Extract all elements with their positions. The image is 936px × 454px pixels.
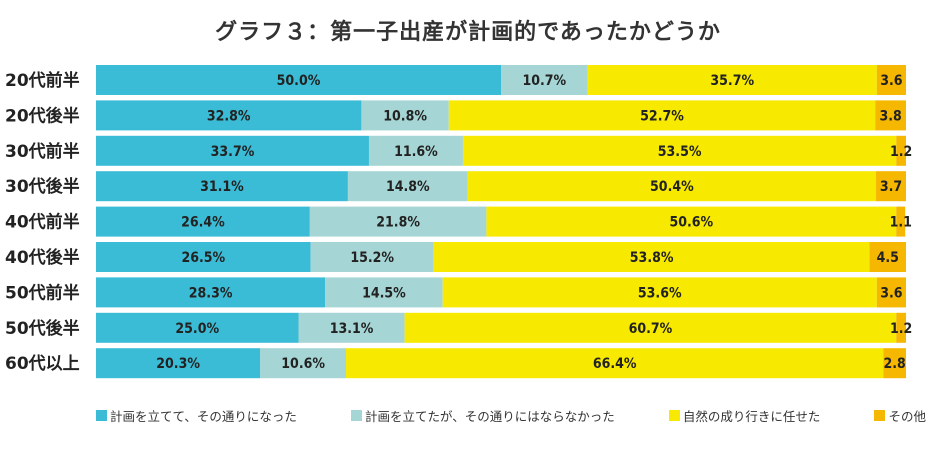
bar-segment [896,312,906,343]
data-label: 28.3% [189,285,233,301]
data-label: 52.7% [640,108,684,124]
bar-segment [96,100,362,131]
data-label: 50.6% [669,215,713,231]
bar-segment [467,171,877,202]
data-label: 66.4% [593,356,637,372]
legend-label: 自然の成り行きに任せた [682,408,821,424]
data-label: 35.7% [710,73,754,89]
bar-segment [96,277,326,308]
category-label: 20代後半 [5,105,80,126]
bar-segment [96,242,311,272]
bar-segment [309,206,487,237]
bar-segment [361,100,449,131]
data-label: 21.8% [376,215,420,231]
category-label: 30代後半 [5,176,80,197]
bar-segment [876,171,906,202]
bar-segment [896,206,906,237]
data-label: 1.1 [890,215,912,231]
data-label: 26.4% [181,215,225,231]
data-label: 53.8% [630,250,674,266]
legend: 計画を立てて、その通りになった 計画を立てたが、その通りにはならなかった 自然の成り… [96,405,926,425]
legend-item: 計画を立てて、その通りになった [96,406,297,425]
bar-segment [96,312,299,343]
data-label: 10.6% [281,356,325,372]
legend-item: 計画を立てたが、その通りにはならなかった [350,406,615,425]
category-label: 50代前半 [5,282,80,303]
bar-segment [876,65,906,95]
data-label: 3.8 [879,108,901,124]
bar-segment [346,348,884,379]
data-label: 3.6 [880,73,903,89]
bar-segment [587,65,877,95]
bar-segment [896,135,906,166]
value-labels: 50.0% 10.7% 35.7% 3.6 32.8% 10.8% 52.7% 3.8 33.7… [156,73,912,372]
bar-segment [448,100,876,131]
category-label: 30代前半 [5,141,80,162]
data-label: 50.4% [650,179,694,195]
data-label: 11.6% [394,144,438,160]
data-label: 10.8% [383,108,427,124]
legend-label: その他 [888,408,926,424]
data-label: 1.2 [890,144,912,160]
data-label: 20.3% [156,356,200,372]
bar-segment [347,171,468,202]
data-label: 14.5% [362,285,406,301]
data-label: 32.8% [207,108,251,124]
bar-segment [486,206,897,237]
category-labels: 20代前半 20代後半 30代前半 30代後半 40代前半 40代後半 50代前半 50代後半… [5,70,80,374]
data-label: 53.6% [638,285,682,301]
data-label: 1.2 [890,321,912,337]
bar-segment [310,242,434,272]
bar-segment [876,277,906,308]
data-label: 53.5% [658,144,702,160]
data-label: 2.8 [884,356,906,372]
legend-item: 自然の成り行きに任せた [668,406,821,425]
bar-segment [260,348,347,379]
bar-segment [875,100,906,131]
category-label: 60代以上 [5,353,80,374]
legend-swatch [668,409,680,421]
bar-segment [96,65,501,95]
category-label: 40代前半 [5,212,80,233]
bar-segment [96,135,369,166]
bar-segment [869,242,906,272]
bar-segment [96,171,348,202]
data-label: 33.7% [211,144,255,160]
data-label: 60.7% [629,321,673,337]
bar-segment [442,277,877,308]
category-label: 40代後半 [5,247,80,268]
bar-segment [433,242,870,272]
data-label: 25.0% [175,321,219,337]
data-label: 50.0% [277,73,321,89]
legend-swatch [350,409,362,421]
bar-segment [368,135,463,166]
data-label: 4.5 [877,250,899,266]
bar-segment [325,277,443,308]
data-label: 31.1% [200,179,244,195]
bar-segment [883,348,906,379]
legend-label: 計画を立てたが、その通りにはならなかった [364,408,615,424]
data-label: 3.7 [880,179,902,195]
data-label: 3.6 [880,285,903,301]
category-label: 20代前半 [5,70,80,91]
bar-segment [96,348,261,379]
data-label: 10.7% [522,73,566,89]
legend-label: 計画を立てて、その通りになった [110,408,297,424]
bar-segment [404,312,897,343]
legend-swatch [874,409,886,421]
category-label: 50代後半 [5,318,80,339]
bar-segments [96,65,906,379]
data-label: 15.2% [350,250,394,266]
chart-title: グラフ３：第一子出産が計画的であったかどうか [215,20,721,45]
bar-segment [298,312,405,343]
bar-segment [96,206,310,237]
bar-segment [462,135,897,166]
data-label: 26.5% [181,250,225,266]
data-label: 13.1% [330,321,374,337]
legend-item: その他 [874,406,926,425]
data-label: 14.8% [386,179,430,195]
bar-segment [501,65,588,95]
legend-swatch [96,409,107,421]
